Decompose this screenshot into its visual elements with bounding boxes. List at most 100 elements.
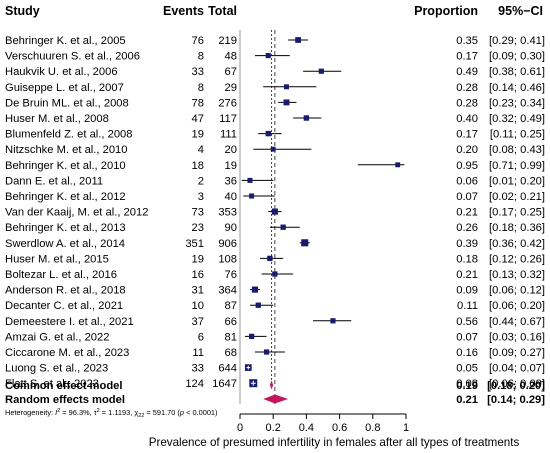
study-ci: [0.12; 0.26]: [489, 253, 545, 265]
header-events: Events: [163, 4, 204, 18]
study-name: Anderson R. et al., 2018: [5, 285, 126, 297]
study-total: 644: [218, 363, 237, 375]
x-tick-label: 0.6: [332, 422, 347, 434]
study-proportion: 0.08: [456, 378, 478, 390]
study-ci: [0.04; 0.07]: [489, 363, 545, 375]
x-axis-label: Prevalence of presumed infertility in fe…: [149, 436, 520, 449]
study-name: Decanter C. et al., 2021: [5, 300, 123, 312]
study-square: [303, 115, 310, 121]
study-events: 4: [198, 144, 204, 156]
study-proportion: 0.06: [456, 175, 478, 187]
study-square: [395, 162, 401, 168]
study-ci: [0.11; 0.25]: [490, 129, 545, 141]
study-name: Dann E. et al., 2011: [5, 175, 103, 187]
study-total: 111: [220, 129, 237, 141]
study-row: Behringer K. et al., 2005 76 219 0.35 [0.29;…: [5, 35, 545, 47]
het-i2-value: = 96.3%,: [60, 408, 94, 417]
study-total: 117: [219, 113, 237, 125]
study-row: Huser M. et al., 2008 47 117 0.40 [0.32; 0.4…: [5, 113, 545, 125]
x-tick-label: 0.2: [266, 422, 281, 434]
study-proportion: 0.18: [456, 253, 478, 265]
study-square: [271, 208, 278, 215]
common-label: Common effect model: [5, 380, 122, 392]
study-events: 33: [192, 66, 204, 78]
study-name: De Bruin ML. et al., 2008: [5, 97, 129, 109]
study-row: Luong S. et al., 2023 33 644 0.05 [0.04; 0.0…: [5, 363, 545, 375]
study-ci: [0.18; 0.36]: [489, 222, 545, 234]
study-ci: [0.02; 0.21]: [489, 191, 545, 203]
study-name: Behringer K. et al., 2012: [5, 191, 126, 203]
column-headers: Study Events Total Proportion 95%−CI: [5, 4, 543, 18]
study-square: [265, 130, 271, 137]
het-chi2: χ: [134, 408, 138, 417]
common-prop: 0.19: [456, 380, 478, 392]
study-row: Ciccarone M. et al., 2023 11 68 0.16 [0.09; …: [5, 347, 545, 359]
study-total: 87: [225, 300, 237, 312]
study-total: 76: [225, 269, 237, 281]
study-events: 16: [192, 269, 204, 281]
study-total: 108: [218, 253, 237, 265]
study-proportion: 0.05: [456, 363, 478, 375]
het-prefix: Heterogeneity:: [5, 408, 55, 417]
study-row: Decanter C. et al., 2021 10 87 0.11 [0.06; 0…: [5, 300, 545, 312]
study-ci: [0.29; 0.41]: [489, 35, 545, 47]
header-study: Study: [5, 4, 40, 18]
study-row: Van der Kaaij, M. et al., 2012 73 353 0.21 […: [5, 207, 545, 219]
study-square: [295, 37, 301, 43]
study-proportion: 0.20: [456, 144, 478, 156]
study-ci: [0.23; 0.34]: [489, 97, 545, 109]
study-square: [251, 286, 259, 293]
study-proportion: 0.40: [456, 113, 478, 125]
study-total: 90: [225, 222, 237, 234]
study-ci: [0.17; 0.25]: [489, 207, 545, 219]
study-rows: Behringer K. et al., 2005 76 219 0.35 [0.29;…: [5, 35, 545, 390]
study-events: 19: [192, 253, 204, 265]
study-total: 66: [225, 316, 237, 328]
common-effect-diamond: [269, 380, 274, 390]
study-events: 10: [192, 300, 204, 312]
heterogeneity-text: Heterogeneity: I2 = 96.3%, τ2 = 1.1193, …: [5, 408, 218, 419]
study-row: Dann E. et al., 2011 2 36 0.06 [0.01; 0.20]: [5, 175, 545, 187]
study-proportion: 0.21: [456, 269, 478, 281]
study-events: 2: [198, 175, 204, 187]
study-square: [263, 349, 270, 355]
study-proportion: 0.16: [456, 347, 478, 359]
study-name: Van der Kaaij, M. et al., 2012: [5, 207, 148, 219]
study-name: Huser M. et al., 2015: [5, 253, 109, 265]
study-proportion: 0.56: [456, 316, 478, 328]
study-total: 19: [225, 160, 237, 172]
study-events: 11: [192, 347, 204, 359]
header-ci: 95%−CI: [498, 4, 543, 18]
study-square: [249, 193, 255, 199]
study-square: [280, 224, 286, 230]
x-tick-label: 0.4: [299, 422, 314, 434]
study-proportion: 0.09: [456, 285, 478, 297]
reference-lines: [239, 30, 276, 404]
study-row: Behringer K. et al., 2012 3 40 0.07 [0.02; 0…: [5, 191, 545, 203]
het-i2: I: [55, 408, 57, 417]
study-events: 6: [198, 331, 204, 343]
study-total: 48: [225, 51, 237, 63]
study-name: Behringer K. et al., 2005: [5, 35, 126, 47]
study-events: 351: [185, 238, 204, 250]
study-row: Anderson R. et al., 2018 31 364 0.09 [0.06; …: [5, 285, 545, 297]
study-row: Guiseppe L. et al., 2007 8 29 0.28 [0.14; 0.…: [5, 82, 545, 94]
study-proportion: 0.95: [456, 160, 478, 172]
study-proportion: 0.21: [456, 207, 478, 219]
study-events: 73: [192, 207, 204, 219]
study-row: De Bruin ML. et al., 2008 78 276 0.28 [0.23;…: [5, 97, 545, 109]
study-row: Swerdlow A. et al., 2014 351 906 0.39 [0.36;…: [5, 238, 545, 250]
het-tau2: τ: [94, 408, 97, 417]
study-name: Luong S. et al., 2023: [5, 363, 108, 375]
random-label: Random effects model: [5, 394, 125, 406]
study-events: 33: [192, 363, 204, 375]
study-ci: [0.32; 0.49]: [489, 113, 545, 125]
study-square: [270, 146, 276, 152]
study-ci: [0.08; 0.43]: [489, 144, 545, 156]
x-tick-label: 1: [403, 422, 409, 434]
study-row: Boltezar L. et al., 2016 16 76 0.21 [0.13; 0…: [5, 269, 545, 281]
study-events: 8: [198, 82, 204, 94]
study-total: 276: [218, 97, 237, 109]
het-tau2-sup: 2: [97, 408, 100, 414]
study-name: Demeestere I. et al., 2021: [5, 316, 134, 328]
